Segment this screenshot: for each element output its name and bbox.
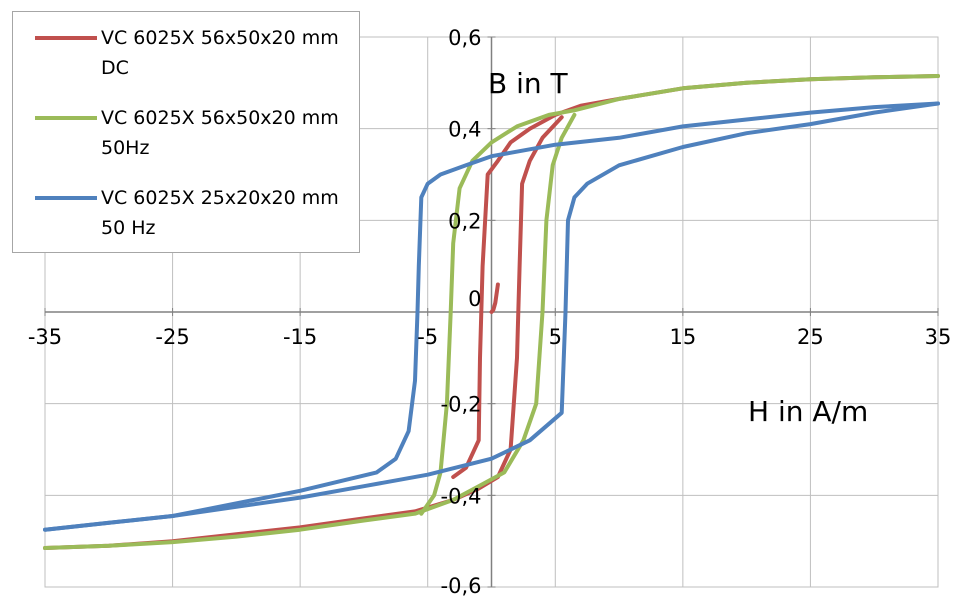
x-axis-title: H in A/m: [748, 395, 868, 428]
y-tick-label-0: 0,6: [448, 26, 481, 50]
y-tick-label-2: 0,2: [448, 209, 481, 233]
x-tick-label-2: -15: [283, 325, 317, 349]
legend-item-50hz-small: VC 6025X 25x20x20 mm 50 Hz: [13, 172, 359, 242]
legend-label-50hz-large: VC 6025X 56x50x20 mm 50Hz: [101, 107, 339, 159]
y-tick-label-5: -0,4: [441, 484, 482, 508]
y-axis-title: B in T: [488, 67, 569, 100]
x-tick-label-1: -25: [155, 325, 189, 349]
tick-labels: -35 -25 -15 -5 5 15 25 35 0,6 0,4 0,2 0 -0,2 -0,4 -0,6: [28, 26, 952, 598]
series-2-ascending-curve: [43, 101, 940, 532]
y-tick-label-1: 0,4: [448, 118, 481, 142]
y-tick-label-4: -0,2: [441, 393, 482, 417]
legend-swatch-50hz-large: [35, 116, 97, 120]
legend: VC 6025X 56x50x20 mm DC VC 6025X 56x50x2…: [12, 11, 360, 253]
x-tick-label-0: -35: [28, 325, 62, 349]
series-curves: [43, 74, 940, 550]
legend-swatch-dc: [35, 36, 97, 40]
x-tick-label-6: 25: [797, 325, 824, 349]
legend-label-dc: VC 6025X 56x50x20 mm DC: [101, 27, 339, 79]
legend-swatch-50hz-small: [35, 196, 97, 200]
x-tick-label-5: 15: [669, 325, 696, 349]
legend-item-50hz-large: VC 6025X 56x50x20 mm 50Hz: [13, 92, 359, 162]
y-tick-label-6: -0,6: [441, 574, 482, 598]
series-0-initial-curve: [489, 282, 500, 314]
series-2-descending-curve: [43, 101, 940, 532]
legend-label-50hz-small: VC 6025X 25x20x20 mm 50 Hz: [101, 187, 339, 239]
series-1-ascending-curve: [43, 112, 577, 550]
legend-item-dc: VC 6025X 56x50x20 mm DC: [13, 12, 359, 82]
series-1-descending-curve: [419, 74, 940, 516]
x-tick-label-7: 35: [925, 325, 952, 349]
y-tick-label-3: 0: [468, 287, 481, 311]
x-tick-label-3: -5: [417, 325, 438, 349]
x-tick-label-4: 5: [549, 325, 562, 349]
